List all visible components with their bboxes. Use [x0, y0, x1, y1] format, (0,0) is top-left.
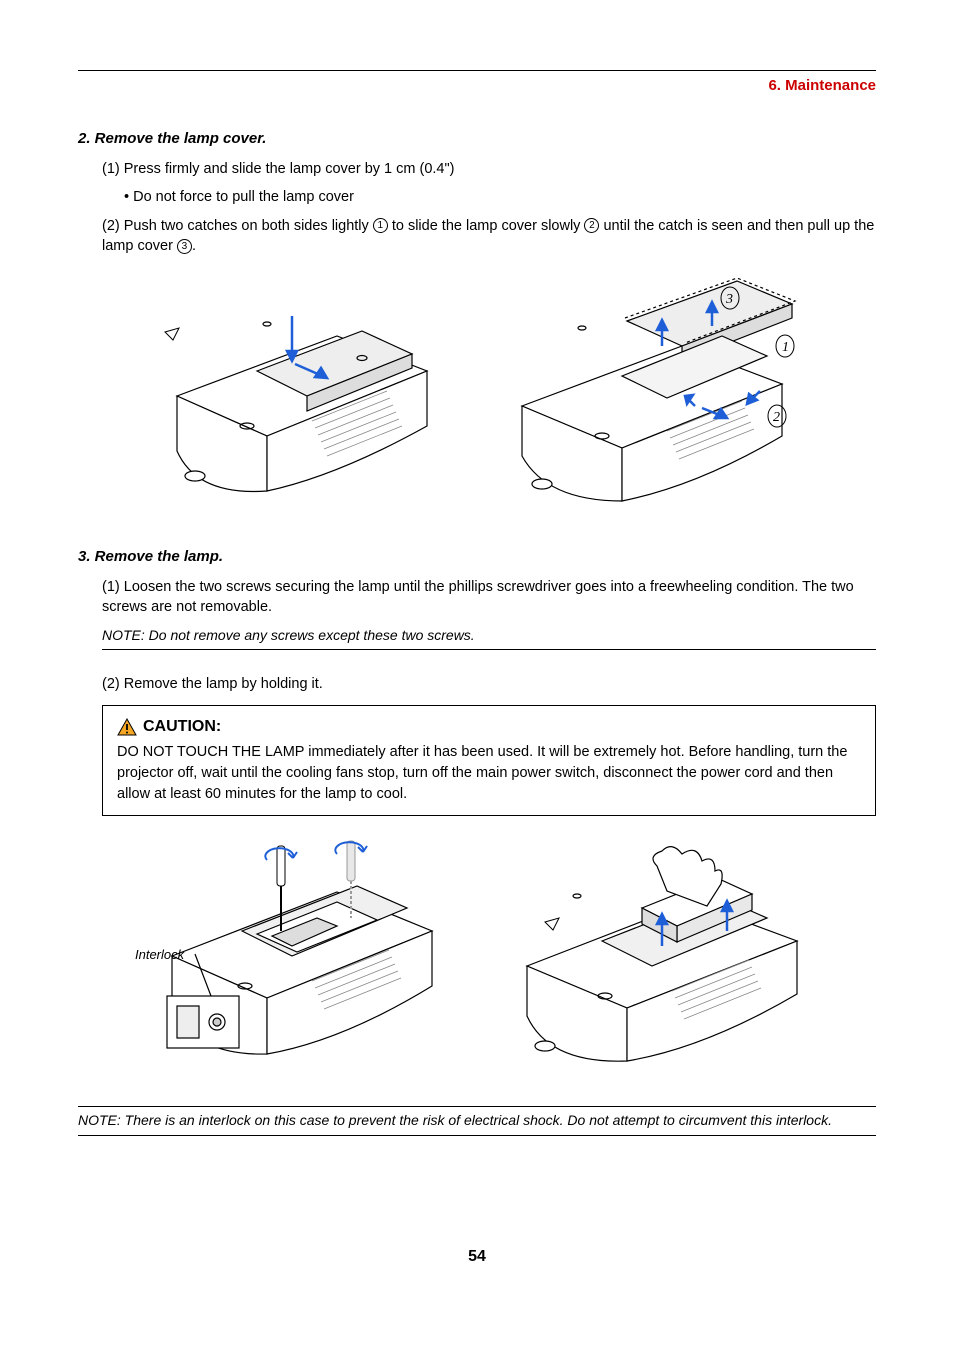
- figure-2a: [137, 276, 447, 516]
- step2-figures: 1 2 3: [78, 276, 876, 516]
- step3-figures: Interlock: [78, 836, 876, 1076]
- step3-note1: NOTE: Do not remove any screws except th…: [102, 626, 876, 651]
- step2-sub2-end: .: [192, 238, 196, 254]
- figure-3a: Interlock: [137, 836, 447, 1076]
- section-number: 6.: [768, 77, 781, 94]
- step2-sub2-prefix: (2) Push two catches on both sides light…: [102, 218, 373, 234]
- svg-text:1: 1: [782, 340, 789, 355]
- step2-title: 2. Remove the lamp cover.: [78, 128, 876, 149]
- caution-body: DO NOT TOUCH THE LAMP immediately after …: [117, 742, 861, 805]
- interlock-label: Interlock: [135, 946, 184, 964]
- caution-title-row: CAUTION:: [117, 716, 861, 738]
- step2-bullet1: • Do not force to pull the lamp cover: [124, 187, 876, 207]
- warning-icon: [117, 718, 137, 736]
- step2-sub2: (2) Push two catches on both sides light…: [102, 216, 876, 257]
- step2-sub2-mid1: to slide the lamp cover slowly: [388, 218, 585, 234]
- svg-text:3: 3: [725, 292, 733, 307]
- step3-sub2: (2) Remove the lamp by holding it.: [102, 674, 876, 694]
- svg-text:2: 2: [773, 410, 780, 425]
- circled-3: 3: [177, 239, 192, 254]
- caution-box: CAUTION: DO NOT TOUCH THE LAMP immediate…: [102, 705, 876, 816]
- circled-2: 2: [584, 218, 599, 233]
- circled-1: 1: [373, 218, 388, 233]
- step3-sub1: (1) Loosen the two screws securing the l…: [102, 577, 876, 618]
- figure-3b: [507, 836, 817, 1076]
- caution-title-text: CAUTION:: [143, 716, 221, 738]
- step2-sub1: (1) Press firmly and slide the lamp cove…: [102, 159, 876, 179]
- figure-2b: 1 2 3: [507, 276, 817, 516]
- page-number: 54: [78, 1246, 876, 1268]
- step3-title: 3. Remove the lamp.: [78, 546, 876, 567]
- section-title: Maintenance: [785, 77, 876, 94]
- section-header: 6. Maintenance: [78, 75, 876, 100]
- step3-note2: NOTE: There is an interlock on this case…: [78, 1106, 876, 1136]
